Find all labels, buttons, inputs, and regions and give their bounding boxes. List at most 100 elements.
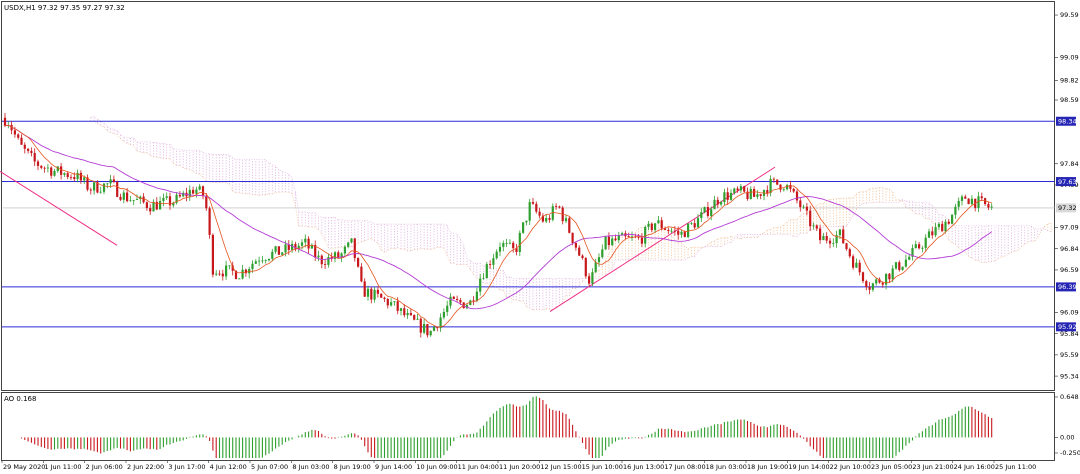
- candle: [86, 174, 89, 192]
- candle-body: [555, 206, 558, 207]
- candle-body: [984, 198, 987, 205]
- y-tick-label: 99.09: [1060, 54, 1079, 62]
- candle: [977, 191, 980, 213]
- candle: [36, 159, 40, 171]
- candle: [604, 236, 607, 250]
- candle-body: [597, 257, 601, 263]
- candle: [267, 258, 271, 262]
- x-tick-label: 2 Jun 06:00: [86, 463, 123, 471]
- candle: [522, 222, 525, 235]
- candle: [3, 113, 7, 128]
- candle-body: [667, 229, 670, 231]
- candle-body: [489, 264, 492, 265]
- candle-body: [693, 223, 696, 228]
- candle-body: [142, 196, 145, 203]
- candle-body: [396, 301, 399, 311]
- candle-body: [819, 228, 822, 241]
- candle-body: [898, 262, 901, 270]
- candle: [710, 206, 713, 221]
- candle: [188, 185, 191, 202]
- candle-body: [168, 196, 172, 206]
- candle-body: [10, 124, 13, 131]
- candle-body: [957, 200, 960, 207]
- candle: [63, 172, 66, 177]
- candle-body: [182, 192, 185, 197]
- candle-body: [980, 196, 983, 199]
- candle: [347, 241, 350, 249]
- candle-body: [588, 276, 591, 284]
- x-tick-label: 19 Jun 14:00: [788, 463, 829, 471]
- candle: [277, 246, 280, 255]
- candle-body: [479, 278, 482, 292]
- candle: [538, 207, 541, 219]
- candle-body: [809, 210, 812, 227]
- candle: [574, 242, 577, 251]
- candle-body: [211, 234, 214, 275]
- candle-body: [33, 153, 36, 162]
- candle: [304, 234, 307, 248]
- candle-body: [192, 189, 195, 194]
- candle: [446, 300, 449, 316]
- candle-body: [594, 262, 597, 273]
- candle: [990, 203, 993, 211]
- candle-body: [112, 179, 115, 182]
- candle-body: [416, 318, 419, 320]
- y-tick-label: 97.84: [1060, 160, 1079, 168]
- candle: [627, 232, 630, 237]
- candle: [647, 220, 650, 231]
- candle-body: [687, 223, 690, 238]
- candle-body: [135, 199, 139, 200]
- fast-moving-average: [4, 124, 992, 328]
- candle-body: [776, 179, 779, 185]
- candle: [749, 186, 752, 200]
- candle-body: [558, 206, 561, 208]
- candle: [944, 219, 947, 234]
- candle: [720, 200, 723, 207]
- candle-body: [403, 308, 406, 316]
- candle: [812, 222, 815, 230]
- candle: [739, 183, 742, 194]
- candle: [927, 228, 931, 238]
- candle-body: [195, 189, 198, 194]
- candle-body: [284, 244, 287, 253]
- candle-body: [828, 240, 832, 244]
- candle-body: [743, 186, 746, 192]
- x-tick-label: 5 Jun 07:00: [251, 463, 288, 471]
- candle: [792, 187, 795, 193]
- candle: [964, 194, 967, 199]
- candle-body: [324, 264, 327, 265]
- candle-body: [36, 161, 40, 166]
- candle-body: [492, 258, 495, 265]
- candle-body: [231, 265, 234, 271]
- candle: [594, 258, 597, 273]
- candle: [452, 295, 455, 300]
- x-tick-label: 17 Jun 08:00: [664, 463, 705, 471]
- candle: [914, 240, 917, 249]
- candle: [782, 188, 785, 192]
- candle: [27, 148, 30, 154]
- candle: [228, 265, 231, 270]
- candle: [743, 185, 746, 193]
- candle-body: [977, 196, 980, 208]
- candle: [505, 238, 508, 247]
- candle-body: [277, 246, 280, 255]
- candle-body: [720, 202, 723, 205]
- candle-body: [89, 189, 92, 191]
- candle-body: [159, 201, 162, 210]
- candle: [20, 134, 23, 146]
- candle: [528, 198, 531, 226]
- candle: [343, 245, 346, 257]
- ao-indicator-label: AO 0.168: [4, 395, 36, 403]
- candle: [297, 242, 300, 253]
- candle: [208, 206, 211, 239]
- candle: [99, 186, 102, 194]
- candle-body: [726, 192, 729, 200]
- candle-body: [885, 273, 888, 285]
- candle-body: [937, 223, 940, 228]
- candle: [60, 163, 63, 180]
- candle-body: [40, 165, 43, 168]
- candle-body: [832, 243, 835, 244]
- candle-body: [835, 235, 838, 244]
- candle: [357, 257, 360, 268]
- candle-body: [446, 305, 449, 312]
